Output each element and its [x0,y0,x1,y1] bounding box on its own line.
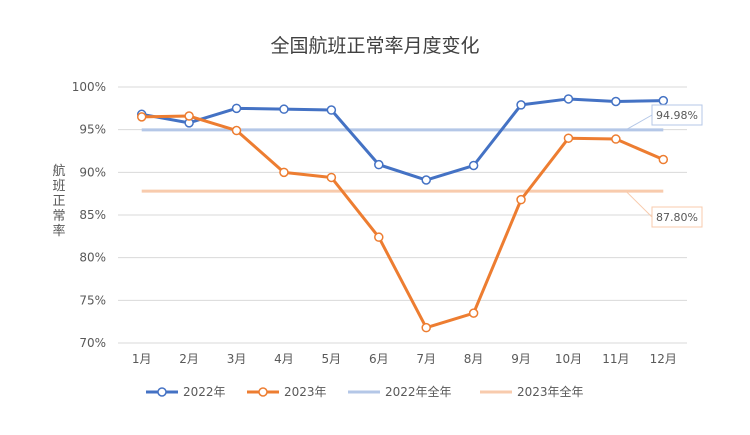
x-tick-label: 9月 [511,352,531,366]
annotations: 94.98% 87.80% [625,104,703,228]
y-tick-label: 95% [79,123,106,137]
data-point-2022年 [231,103,242,114]
x-tick-label: 6月 [369,352,389,366]
data-point-2022年 [563,94,574,104]
y-axis-ticks: 70% 75% 80% 85% 90% 95% 100% [72,80,106,350]
legend-swatch-marker [157,387,167,397]
callout-leader [625,114,653,131]
series-lines [136,94,669,333]
legend-label: 2022年全年 [385,384,452,399]
x-tick-label: 7月 [416,352,436,366]
y-axis-label-char: 班 [52,179,65,194]
callout-label: 94.98% [656,109,698,122]
gridlines [118,86,687,344]
x-tick-label: 3月 [227,352,247,366]
data-point-2023年 [563,133,574,143]
legend-label: 2023年 [284,385,327,399]
legend: 2022年 2023年 2022年全年 2023年全年 [146,384,584,399]
y-tick-label: 100% [72,80,106,94]
x-tick-label: 2月 [179,352,199,366]
data-point-2023年 [136,112,147,122]
data-point-2023年 [326,172,337,183]
x-tick-label: 8月 [464,352,484,366]
data-point-2023年 [279,167,289,178]
x-tick-label: 5月 [322,352,342,366]
x-tick-label: 11月 [602,352,629,366]
data-point-2023年 [374,232,384,242]
y-axis-label-char: 正 [52,194,65,209]
callout-box [651,206,703,228]
legend-swatch-marker [258,387,268,397]
chart-title: 全国航班正常率月度变化 [270,35,479,57]
y-axis-label: 航班正常率 [52,163,65,239]
series-line-2022年 [140,97,665,182]
y-tick-label: 90% [79,165,106,179]
data-point-2023年 [611,134,621,144]
data-point-2022年 [658,95,669,106]
series-line-2023年 [140,114,665,330]
y-tick-label: 85% [79,208,106,222]
reference-lines [141,128,664,193]
x-tick-label: 10月 [555,352,582,366]
callout-label: 87.80% [656,211,698,224]
x-tick-label: 12月 [650,352,677,366]
data-point-2022年 [279,104,289,114]
y-tick-label: 75% [79,293,106,307]
y-axis-label-char: 常 [52,209,65,224]
legend-label: 2022年 [183,385,226,399]
data-point-2022年 [374,159,384,170]
data-point-2023年 [231,125,242,136]
data-point-2023年 [184,111,194,121]
data-point-2023年 [468,308,479,318]
y-axis-label-char: 率 [52,223,65,239]
data-point-2023年 [658,154,669,165]
data-point-2022年 [611,96,621,107]
x-tick-label: 1月 [132,352,152,366]
callout-leader [625,190,653,218]
data-point-2022年 [421,175,431,185]
data-point-2022年 [516,100,526,110]
legend-label: 2023年全年 [517,384,584,399]
data-point-2023年 [421,322,431,333]
data-point-2022年 [468,160,479,171]
y-tick-label: 70% [79,336,106,350]
y-tick-label: 80% [79,251,106,265]
data-point-2022年 [326,105,337,115]
y-axis-label-char: 航 [52,163,65,179]
x-axis-ticks: 1月 2月 3月 4月 5月 6月 7月 8月 9月 10月 11月 12月 [132,352,677,366]
x-tick-label: 4月 [274,352,294,366]
data-point-2023年 [516,194,526,205]
callout-box [651,104,703,126]
